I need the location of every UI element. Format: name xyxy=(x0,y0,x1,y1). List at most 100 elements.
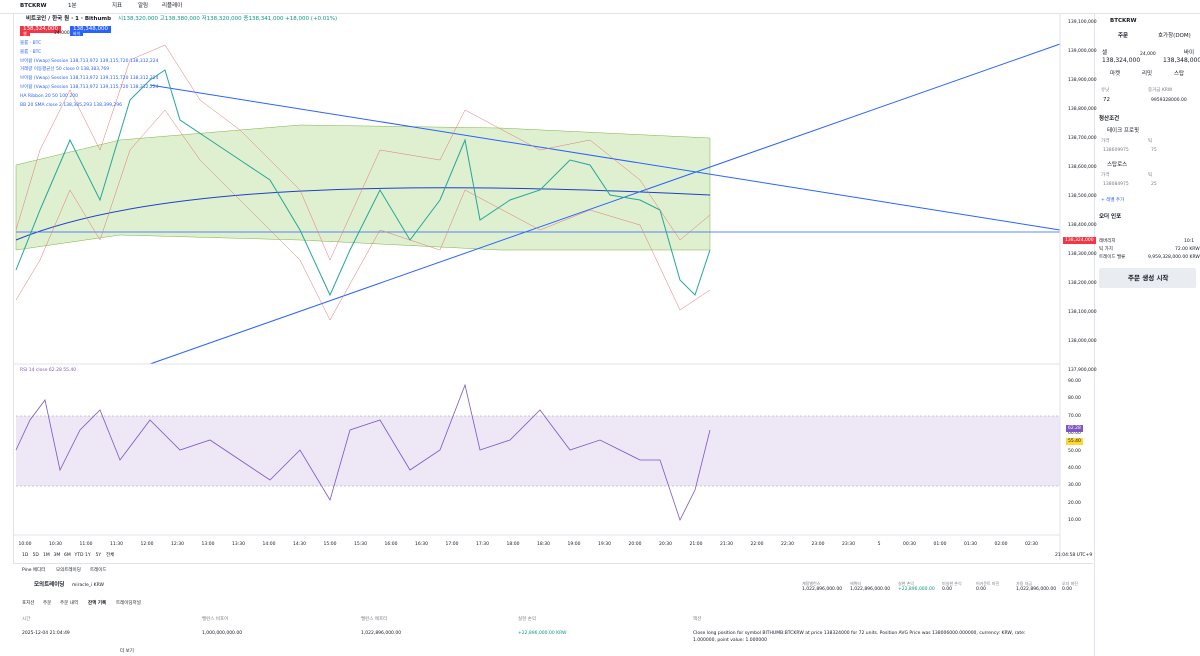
range-button[interactable]: 1M xyxy=(43,553,50,558)
sub-tab[interactable]: 포지션 xyxy=(22,601,35,606)
order-tab[interactable]: 주문 xyxy=(1118,33,1129,39)
time-axis-label: 17:00 xyxy=(445,542,459,547)
dom-tab[interactable]: 호가창(DOM) xyxy=(1158,33,1191,39)
range-button[interactable]: 3M xyxy=(53,553,61,558)
account-name[interactable]: 모의트레이딩 xyxy=(34,582,65,588)
rsi-axis-label: 90.00 xyxy=(1068,379,1081,384)
time-axis-label: 23:00 xyxy=(811,542,825,547)
price-axis-label: 138,100,000 xyxy=(1068,310,1097,315)
trade-value-label: 트레이드 밸류 xyxy=(1099,255,1126,260)
account-user: miracle_i KRW xyxy=(72,583,105,588)
order-type-tab[interactable]: 스탑 xyxy=(1174,71,1185,77)
sl-tick-label: 틱 xyxy=(1148,173,1153,178)
range-button[interactable]: 5D xyxy=(32,553,39,558)
rsi-axis-label: 10.00 xyxy=(1068,518,1081,524)
price-axis-label: 138,800,000 xyxy=(1068,107,1097,112)
indicator-legend: 브이왑 (Vwap) Session 138,713,972 139,115,7… xyxy=(20,58,159,64)
range-button[interactable]: 전체 xyxy=(106,553,115,558)
range-button[interactable]: 5Y xyxy=(95,553,102,558)
sl-ticks-input[interactable]: 25 xyxy=(1151,182,1157,187)
sub-tab[interactable]: 주문 내역 xyxy=(60,601,78,606)
margin-input[interactable]: 9959328000.00 xyxy=(1151,98,1187,103)
row-cell: 1,022,896,000.00 xyxy=(361,631,402,636)
order-type-tab[interactable]: 마켓 xyxy=(1110,71,1121,77)
alerts-button[interactable]: 알림 xyxy=(138,3,149,9)
price-series xyxy=(15,69,711,297)
range-button[interactable]: 1D xyxy=(22,553,29,558)
bottom-tab[interactable]: 트레이드 xyxy=(90,568,107,573)
indicator-legend: 브이왑 (Vwap) Session 138,713,972 139,115,7… xyxy=(20,76,159,82)
symbol-search[interactable]: BTCKRW xyxy=(20,3,47,9)
range-button[interactable]: 6M xyxy=(64,553,71,558)
time-axis-label: 10:30 xyxy=(49,542,62,547)
trend-line xyxy=(149,43,1061,365)
sub-tab[interactable]: 잔액 기록 xyxy=(88,601,107,606)
clock: 21:04:58 UTC+9 xyxy=(1055,553,1093,558)
buy-label[interactable]: 바이 xyxy=(1184,50,1195,56)
range-button[interactable]: 1Y xyxy=(85,553,91,558)
indicators-button[interactable]: 지표 xyxy=(112,3,123,9)
indicator-legend: BB 20 SMA close 2 138,385,293 138,399,29… xyxy=(20,102,123,108)
tp-tick-label: 틱 xyxy=(1148,139,1153,144)
time-axis-label: 10:00 xyxy=(18,542,32,547)
price-axis-label: 138,300,000 xyxy=(1068,252,1097,257)
sub-tab[interactable]: 주문 xyxy=(43,601,52,606)
take-profit-checkbox[interactable]: 테이크 프로핏 xyxy=(1107,128,1140,134)
sell-label[interactable]: 셀 xyxy=(20,32,30,36)
price-axis-label: 138,600,000 xyxy=(1068,165,1097,170)
ohlc-values: 시138,320,000 고138,380,000 저138,320,000 종… xyxy=(118,16,338,22)
chart-title: 비트코인 / 한국 원 · 1 · Bithumb xyxy=(26,16,112,22)
more-button[interactable]: 더 보기 xyxy=(120,649,134,654)
time-axis-label: 18:30 xyxy=(537,542,550,547)
stat-label: 가용 자금 xyxy=(1016,581,1032,586)
add-level-button[interactable]: + 레벨 추가 xyxy=(1101,198,1125,203)
rsi-axis-label: 30.00 xyxy=(1068,483,1081,489)
row-cell: Close long position for symbol BITHUMB:B… xyxy=(693,631,1026,643)
buy-price[interactable]: 138,348,000 xyxy=(70,26,111,33)
price-axis-label: 139,100,000 xyxy=(1068,20,1097,25)
stat-value: 1,022,896,000.00 xyxy=(1016,587,1057,592)
sell-price[interactable]: 138,324,000 xyxy=(1102,57,1141,64)
time-axis-label: 11:00 xyxy=(79,542,93,547)
stop-loss-checkbox[interactable]: 스탑로스 xyxy=(1107,162,1128,168)
sl-price-input[interactable]: 138084975 xyxy=(1103,182,1129,187)
price-axis-label: 138,400,000 xyxy=(1068,223,1097,228)
sub-tab[interactable]: 트레이딩저널 xyxy=(116,601,141,606)
price-axis-label: 137,900,000 xyxy=(1068,368,1097,373)
time-axis-label: 21:30 xyxy=(720,542,733,547)
time-axis-label: 5 xyxy=(877,542,881,547)
time-axis-label: 01:00 xyxy=(933,542,947,547)
rsi-axis-label: 70.00 xyxy=(1068,413,1081,419)
submit-order-button[interactable]: 주문 생성 시작 xyxy=(1128,274,1169,282)
replay-button[interactable]: 리플레이 xyxy=(162,3,183,9)
time-axis-label: 23:30 xyxy=(842,542,855,547)
row-cell: 1,000,000,000.00 xyxy=(202,631,243,636)
row-cell: +22,896,000.00 KRW xyxy=(518,631,567,636)
tp-price-input[interactable]: 138609975 xyxy=(1103,148,1129,153)
time-axis-label: 20:30 xyxy=(659,542,672,547)
buy-label[interactable]: 바이 xyxy=(70,32,84,36)
indicator-legend: 볼륨 · BTC xyxy=(20,49,42,55)
interval-button[interactable]: 1분 xyxy=(68,3,77,9)
rsi-value-badge: 62.28 xyxy=(1066,425,1083,432)
units-input[interactable]: 72 xyxy=(1103,97,1110,103)
buy-price[interactable]: 138,348,000 xyxy=(1163,57,1200,64)
bottom-tab[interactable]: 모의트레이딩 xyxy=(56,568,81,573)
column-header: 밸런스 비포어 xyxy=(202,617,229,622)
order-type-tab[interactable]: 리밋 xyxy=(1142,71,1153,77)
rsi-band xyxy=(16,416,1060,486)
rsi-ma-badge: 55.40 xyxy=(1066,438,1083,445)
time-axis-label: 12:00 xyxy=(140,542,154,547)
time-axis-label: 14:30 xyxy=(293,542,306,547)
time-axis-label: 13:30 xyxy=(232,542,245,547)
sell-price[interactable]: 138,324,000 xyxy=(20,26,61,33)
bottom-tab[interactable]: Pine 에디터 xyxy=(22,568,46,573)
time-axis-label: 02:00 xyxy=(994,542,1008,547)
range-button[interactable]: YTD xyxy=(74,553,84,558)
tp-ticks-input[interactable]: 75 xyxy=(1151,148,1157,153)
bollinger-lower xyxy=(15,109,711,321)
sell-label[interactable]: 셀 xyxy=(1102,50,1108,56)
time-axis-label: 12:30 xyxy=(171,542,184,547)
price-axis-label: 138,700,000 xyxy=(1068,136,1097,141)
stat-label: 계정밸런스 xyxy=(802,581,821,586)
